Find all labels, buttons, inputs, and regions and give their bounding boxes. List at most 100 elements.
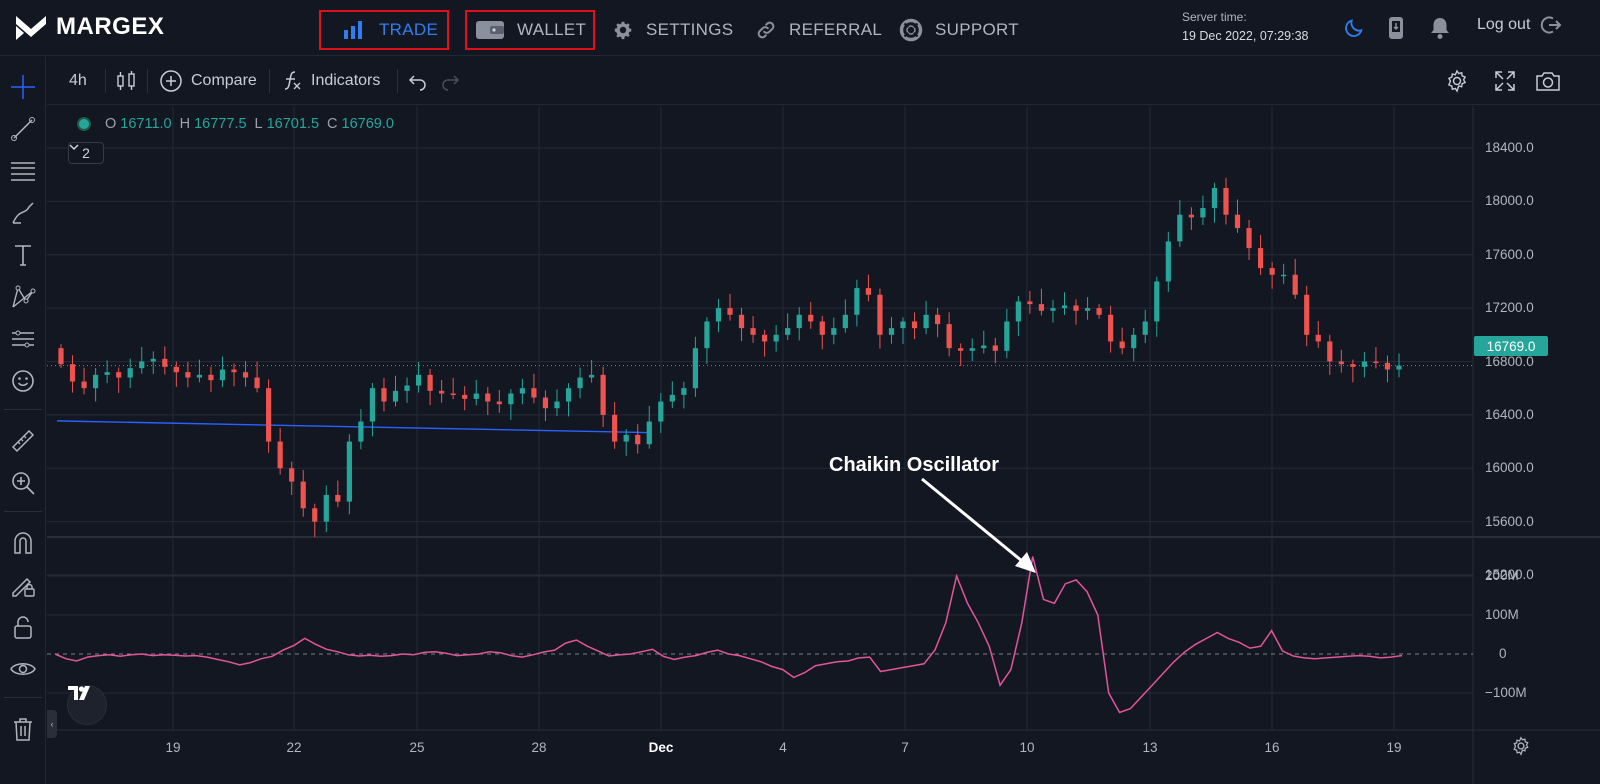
candle-body [277, 441, 283, 469]
brand-name: MARGEX [56, 13, 165, 40]
candle-body [335, 494, 341, 502]
link-icon [757, 21, 775, 39]
candles-icon [117, 71, 135, 90]
prediction-tool[interactable] [7, 323, 39, 355]
candle-body [1108, 314, 1114, 342]
candle-body [669, 394, 675, 402]
candle-body [485, 393, 491, 402]
mobile-app-button[interactable] [1382, 14, 1410, 42]
chart-settings-button[interactable] [1445, 67, 1469, 95]
logout-button[interactable]: Log out [1477, 15, 1562, 35]
undo-button[interactable] [407, 67, 429, 95]
candle-body [473, 393, 479, 399]
price-chart-svg[interactable] [47, 106, 1600, 784]
candle-body [1142, 321, 1148, 335]
oscillator-tick-label: 0 [1499, 646, 1507, 661]
fib-levels-icon [11, 162, 35, 181]
fib-levels-tool[interactable] [7, 155, 39, 187]
candle-body [923, 314, 929, 329]
last-price-tag: 16769.0 [1474, 336, 1548, 356]
visibility-tool[interactable] [7, 653, 39, 685]
interval-selector[interactable]: 4h [69, 67, 87, 95]
candle-body [1373, 361, 1379, 363]
low-label: L [254, 116, 263, 132]
oscillator-tick-label: −100M [1485, 685, 1527, 700]
redo-button[interactable] [439, 67, 461, 95]
compare-label: Compare [191, 72, 257, 89]
magnet-tool[interactable] [7, 527, 39, 559]
pattern-tool[interactable] [7, 281, 39, 313]
screenshot-button[interactable] [1535, 67, 1561, 95]
candle-body [496, 401, 502, 405]
mobile-icon [1389, 17, 1403, 39]
nav-settings[interactable]: SETTINGS [612, 10, 733, 50]
zoom-tool[interactable] [7, 467, 39, 499]
bar-chart-icon [344, 21, 362, 39]
indicators-button[interactable]: Indicators [281, 67, 380, 95]
candle-body [231, 369, 237, 373]
text-tool[interactable] [7, 239, 39, 271]
unlock-tool[interactable] [7, 611, 39, 643]
candle-body [946, 324, 952, 349]
collapse-toolbar-button[interactable]: ‹ [47, 710, 57, 738]
candle-body [1096, 308, 1102, 315]
time-tick-label: 16 [1264, 740, 1280, 755]
nav-referral[interactable]: REFERRAL [755, 10, 882, 50]
measure-tool[interactable] [7, 425, 39, 457]
logout-icon [1541, 16, 1562, 34]
remove-drawings-tool[interactable] [7, 713, 39, 745]
candle-body [312, 508, 318, 522]
compare-button[interactable]: Compare [159, 67, 257, 95]
chart-type-button[interactable] [115, 67, 137, 95]
open-value: 16711.0 [120, 116, 172, 132]
indicator-legend-toggle[interactable]: 2 [68, 142, 104, 164]
price-tick-label: 18000.0 [1485, 193, 1534, 209]
emoji-tool[interactable] [7, 365, 39, 397]
candle-body [1084, 308, 1091, 311]
function-icon [284, 71, 301, 90]
nav-wallet[interactable]: WALLET [465, 10, 595, 50]
theme-toggle[interactable] [1340, 14, 1368, 42]
toolbar-divider [269, 69, 270, 93]
candle-body [635, 434, 641, 445]
toolbar-divider [397, 69, 398, 93]
candle-body [1165, 241, 1171, 282]
candle-body [1292, 274, 1298, 295]
candle-body [381, 388, 387, 402]
candle-body [415, 374, 422, 386]
candle-body [1361, 361, 1367, 367]
candle-body [1188, 214, 1194, 218]
candle-body [369, 388, 376, 422]
time-tick-label: Dec [648, 740, 674, 755]
toolbar-divider [4, 697, 42, 698]
fullscreen-button[interactable] [1493, 67, 1517, 95]
candle-body [1327, 341, 1333, 362]
nav-trade[interactable]: TRADE [319, 10, 449, 50]
price-tick-label: 16000.0 [1485, 460, 1534, 476]
candle-body [266, 388, 272, 442]
notifications-button[interactable] [1426, 14, 1454, 42]
brand-logo[interactable]: MARGEX [14, 12, 164, 42]
nav-support[interactable]: SUPPORT [899, 10, 1019, 50]
candle-body [1050, 308, 1056, 311]
tradingview-icon [68, 686, 90, 700]
nav-wallet-label: WALLET [517, 20, 587, 39]
pattern-icon [12, 285, 36, 308]
price-tick-label: 15600.0 [1485, 513, 1534, 529]
camera-icon [1536, 72, 1560, 91]
trend-line-tool[interactable] [7, 113, 39, 145]
tradingview-logo[interactable] [67, 685, 107, 725]
candle-body [715, 308, 722, 322]
candle-body [1119, 341, 1125, 349]
ohlc-legend: O 16711.0 H 16777.5 L 16701.5 C 16769.0 [77, 116, 398, 132]
candle-body [1154, 281, 1160, 322]
candle-body [427, 374, 433, 391]
lock-drawings-tool[interactable] [7, 569, 39, 601]
candle-body [854, 288, 860, 315]
crosshair-tool[interactable] [7, 71, 39, 103]
ruler-icon [11, 429, 35, 453]
brush-tool[interactable] [7, 197, 39, 229]
chart-area[interactable]: O 16711.0 H 16777.5 L 16701.5 C 16769.0 2 Ch… [47, 106, 1600, 784]
candle-body [935, 314, 941, 325]
gear-icon [1513, 736, 1529, 756]
